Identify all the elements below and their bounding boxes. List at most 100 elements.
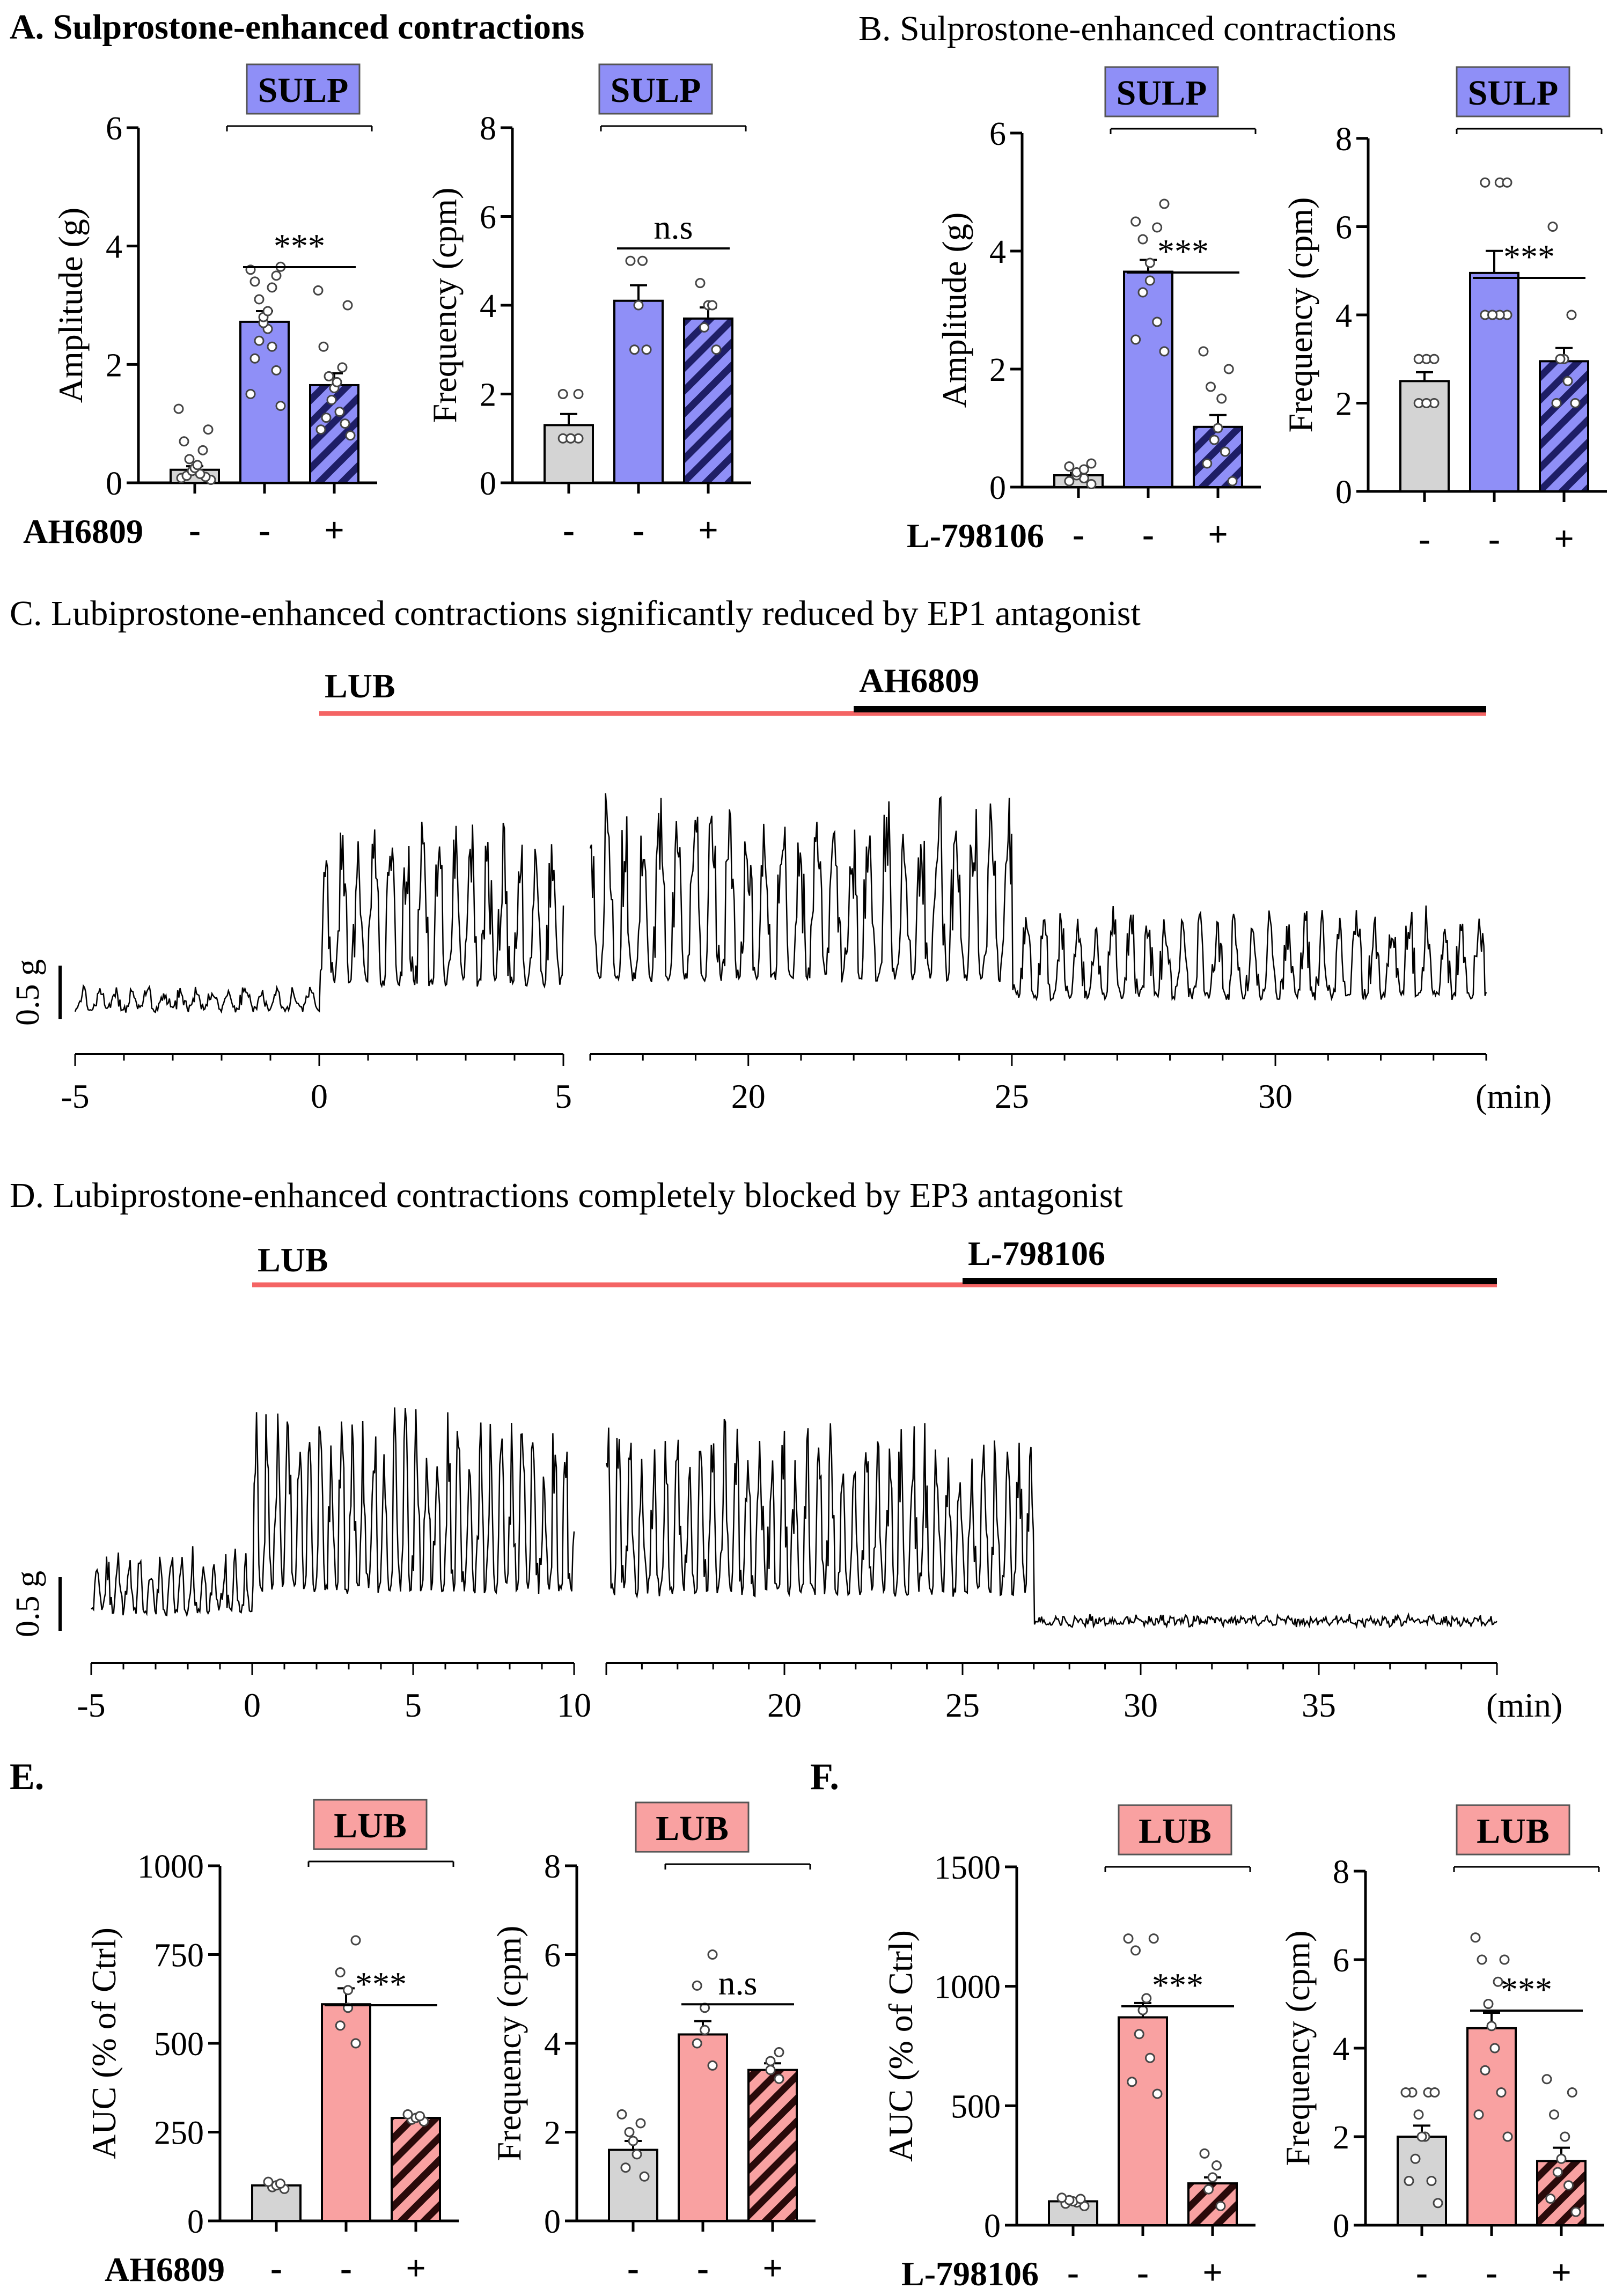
drug-label: AH6809: [859, 661, 979, 700]
significance-label: n.s: [654, 208, 693, 246]
data-point: [633, 300, 644, 311]
bar: [678, 2033, 728, 2222]
y-tick-label: 4: [106, 229, 122, 266]
drug-sign: +: [762, 2249, 783, 2288]
data-point: [402, 2109, 413, 2120]
bar: [1399, 380, 1450, 492]
data-point: [197, 445, 208, 455]
treatment-label: LUB: [1477, 1812, 1550, 1851]
panel-title-f: F.: [810, 1756, 839, 1798]
data-point: [249, 276, 260, 287]
significance-label: ***: [1157, 232, 1209, 270]
data-point: [1130, 334, 1141, 345]
bar: [1123, 270, 1173, 488]
data-point: [765, 2056, 776, 2066]
data-point: [707, 300, 717, 311]
data-point: [275, 2178, 285, 2189]
treatment-label: SULP: [1117, 73, 1207, 113]
significance-label: ***: [1503, 238, 1555, 276]
y-axis-label: Frequency (cpm): [490, 1926, 528, 2161]
treatment-box: [1118, 1804, 1232, 1856]
drug-sign: -: [270, 2249, 282, 2288]
panel-title-c: C. Lubiprostone-enhanced contractions si…: [10, 594, 1141, 633]
time-tick-label: 20: [731, 1077, 766, 1115]
y-tick-label: 1000: [137, 1849, 204, 1885]
data-point: [1159, 198, 1170, 209]
treatment-box: [1456, 66, 1570, 117]
data-point: [315, 424, 326, 435]
data-point: [263, 2176, 274, 2187]
bar: [747, 2069, 798, 2222]
data-point: [334, 407, 345, 417]
data-point: [707, 1949, 718, 1960]
data-point: [635, 2118, 646, 2129]
data-point: [1570, 398, 1581, 408]
panel-title-b: B. Sulprostone-enhanced contractions: [858, 9, 1397, 48]
data-point: [1203, 2184, 1214, 2195]
y-axis-label: AUC (% of Ctrl): [85, 1927, 123, 2159]
data-point: [1413, 354, 1424, 364]
treatment-box: [246, 63, 361, 115]
data-point: [249, 353, 260, 364]
data-point: [1198, 346, 1209, 357]
y-tick-label: 1000: [934, 1969, 1001, 2006]
data-point: [707, 2060, 718, 2071]
y-axis-label: Frequency (cpm): [1279, 1931, 1317, 2166]
data-point: [1545, 2194, 1556, 2204]
data-point: [179, 436, 189, 447]
data-point: [1477, 1954, 1487, 1965]
drug-sign: -: [1419, 519, 1430, 558]
data-point: [1502, 177, 1512, 188]
time-tick-label: 5: [555, 1077, 572, 1115]
data-point: [1199, 2148, 1210, 2159]
drug-sign: +: [1554, 519, 1574, 558]
data-point: [625, 255, 636, 266]
data-point: [1145, 2052, 1155, 2063]
data-point: [1148, 1933, 1159, 1944]
data-point: [345, 430, 356, 441]
trace-line: [91, 1407, 575, 1618]
drug-sign: +: [324, 511, 344, 550]
treatment-box: [598, 63, 713, 115]
data-point: [1413, 2109, 1424, 2120]
data-point: [1470, 1932, 1481, 1943]
drug-sign: -: [1073, 515, 1084, 554]
drug-label: AH6809: [105, 2250, 225, 2288]
y-axis-label: Frequency (cpm): [1281, 197, 1319, 433]
y-tick-label: 6: [106, 111, 122, 147]
y-axis-label: Amplitude (g): [52, 208, 90, 403]
data-point: [711, 344, 722, 355]
drug-label: L-798106: [901, 2255, 1039, 2293]
data-point: [620, 2162, 631, 2173]
significance-label: n.s: [718, 1964, 758, 2002]
data-point: [1493, 1976, 1503, 1987]
time-tick-label: -5: [61, 1077, 89, 1115]
y-tick-label: 4: [1333, 2031, 1349, 2067]
bar-chart-B1: 0 2 4 6 Amplitude (g) - - + L-798106 SULP ***: [907, 66, 1261, 555]
data-point: [1123, 1933, 1134, 1944]
bar: [613, 299, 664, 484]
drug-label: L-798106: [968, 1234, 1105, 1272]
y-tick-label: 8: [1335, 121, 1352, 158]
data-point: [1566, 310, 1577, 320]
data-point: [573, 389, 584, 399]
data-point: [1086, 458, 1097, 469]
y-tick-label: 0: [106, 466, 122, 502]
significance-label: ***: [274, 227, 325, 265]
data-point: [566, 433, 576, 444]
charts-layer: 0 2 4 6 Amplitude (g) - - + AH6809 SULP *** 0 2 4 6 8 Fr…: [10, 63, 1607, 2293]
bar-chart-F1: 0 500 1000 1500 AUC (% of Ctrl) - - + L-798106 LU…: [882, 1804, 1255, 2293]
data-point: [1473, 2109, 1484, 2120]
data-point: [350, 2038, 361, 2049]
data-point: [1206, 381, 1216, 392]
data-point: [313, 285, 324, 296]
bar: [683, 317, 733, 484]
data-point: [335, 2020, 346, 2031]
significance-label: ***: [355, 1965, 407, 2003]
data-point: [1552, 2167, 1563, 2177]
bar-chart-A2: 0 2 4 6 8 Frequency (cpm) - - + SULP n.s: [425, 63, 751, 550]
treatment-box: [635, 1801, 750, 1853]
bar-chart-E1: 0 250 500 750 1000 AUC (% of Ctrl) - - + AH6809 LU…: [85, 1799, 459, 2288]
data-point: [1152, 2088, 1163, 2099]
data-point: [271, 270, 282, 281]
